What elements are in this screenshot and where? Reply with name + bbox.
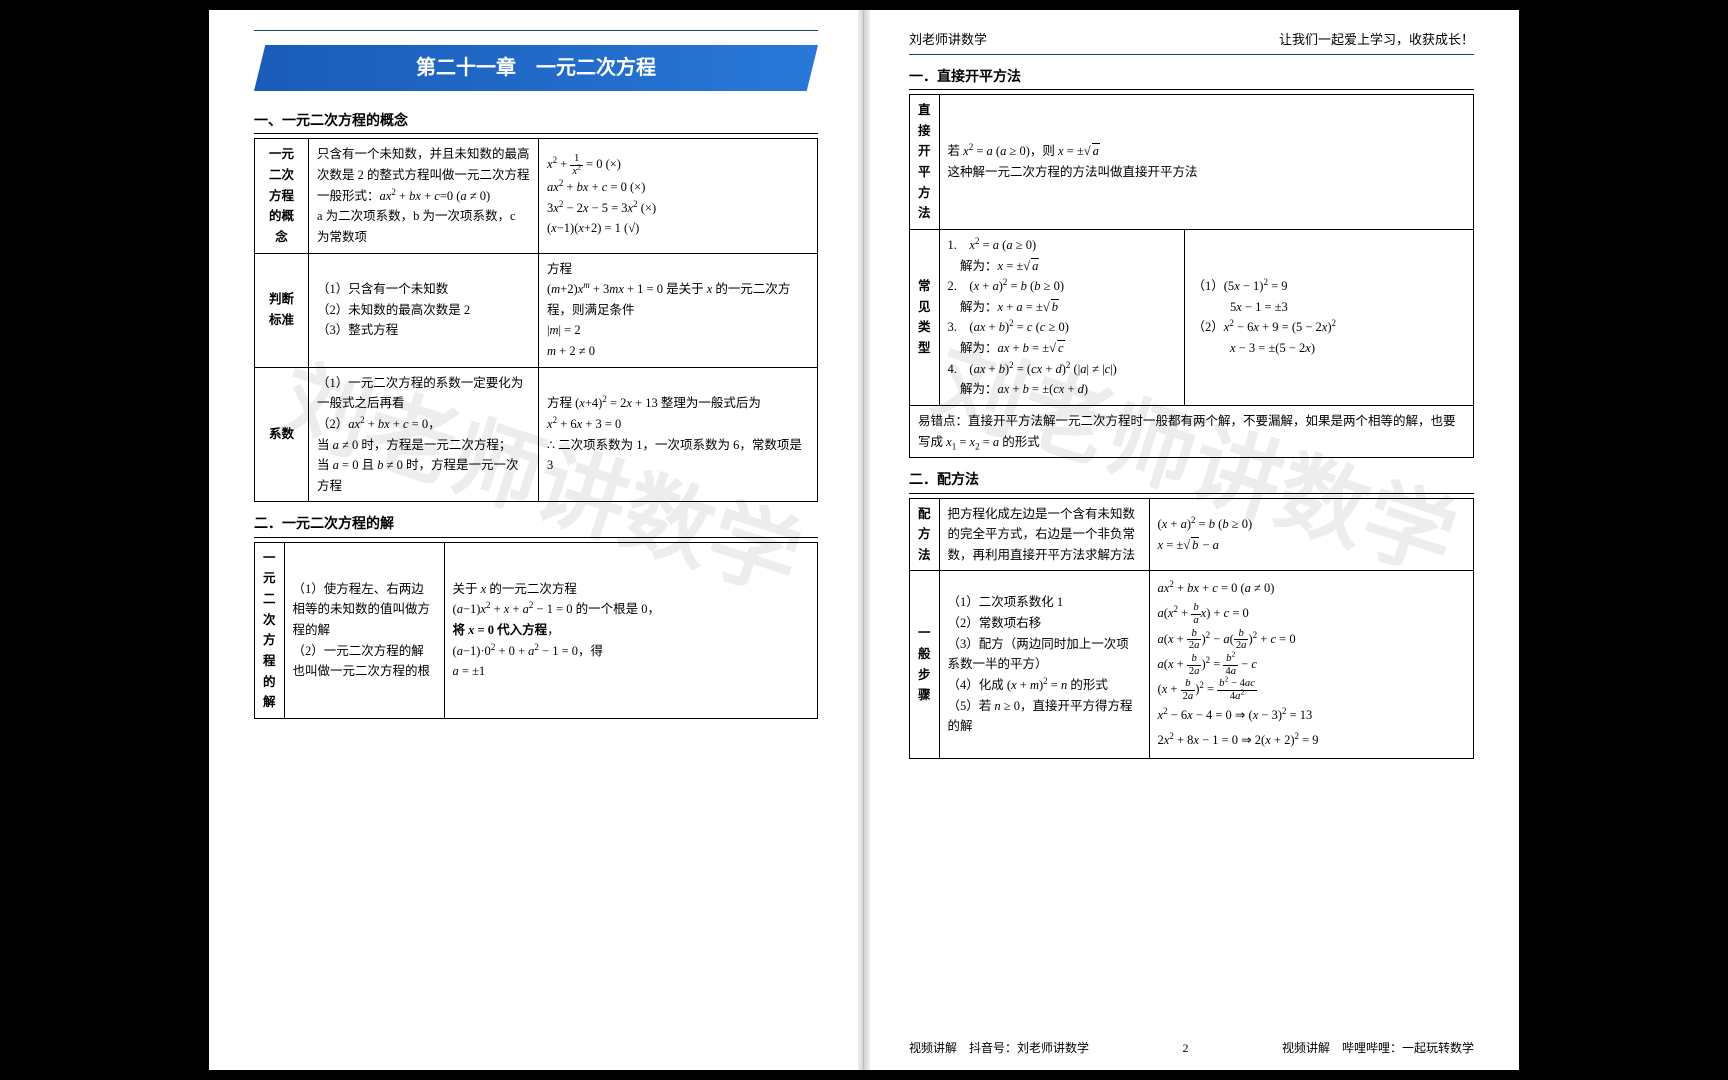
cell: 1. x2 = a (a ≥ 0) 解为：x = ±√a 2. (x + a)2… xyxy=(939,229,1184,405)
row-label: 常见类型 xyxy=(910,229,940,405)
cell: 若 x2 = a (a ≥ 0)，则 x = ±√a 这种解一元二次方程的方法叫… xyxy=(939,95,1473,230)
text: a 为二次项系数，b 为一次项系数，c 为常数项 xyxy=(317,209,516,244)
row-label: 一般步骤 xyxy=(910,571,940,758)
section-1-title: 一．直接开平方法 xyxy=(909,65,1474,90)
table-concept: 一元二次方程的概念 只含有一个未知数，并且未知数的最高次数是 2 的整式方程叫做… xyxy=(254,138,818,502)
cell: （1）只含有一个未知数 （2）未知数的最高次数是 2 （3）整式方程 xyxy=(309,253,539,367)
row-label: 一元二次方程的解 xyxy=(255,542,285,718)
header-rule xyxy=(254,30,818,31)
footer-left: 视频讲解 抖音号：刘老师讲数学 xyxy=(909,1039,1089,1058)
text: （1）二次项系数化 1 xyxy=(948,595,1064,609)
text: （3）整式方程 xyxy=(317,323,398,337)
note-cell: 易错点：直接开平方法解一元二次方程时一般都有两个解，不要漏解，如果是两个相等的解… xyxy=(910,405,1474,457)
cell: (x + a)2 = b (b ≥ 0) x = ±√b − a xyxy=(1149,498,1473,571)
header-right: 让我们一起爱上学习，收获成长！ xyxy=(1279,30,1474,51)
row-label: 判断标准 xyxy=(255,253,309,367)
text: （1）只含有一个未知数 xyxy=(317,282,448,296)
table-direct-sqrt: 直接开平方法 若 x2 = a (a ≥ 0)，则 x = ±√a 这种解一元二… xyxy=(909,94,1474,458)
book-spread: 刘老师讲数学 第二十一章 一元二次方程 一、一元二次方程的概念 一元二次方程的概… xyxy=(209,10,1519,1070)
cell: （1）(5x − 1)2 = 9 5x − 1 = ±3 （2）x2 − 6x … xyxy=(1184,229,1473,405)
cell: 把方程化成左边是一个含有未知数的完全平方式，右边是一个非负常数，再利用直接开平方… xyxy=(939,498,1149,571)
cell: 方程 (x+4)2 = 2x + 13 整理为一般式后为 x2 + 6x + 3… xyxy=(539,367,818,502)
text: （3）配方（两边同时加上一次项系数一半的平方） xyxy=(948,637,1129,672)
cell: （1）使方程左、右两边相等的未知数的值叫做方程的解 （2）一元二次方程的解也叫做… xyxy=(284,542,444,718)
text: （2）常数项右移 xyxy=(948,616,1042,630)
cell: ax2 + bx + c = 0 (a ≠ 0) a(x2 + bax) + c… xyxy=(1149,571,1473,758)
table-solution: 一元二次方程的解 （1）使方程左、右两边相等的未知数的值叫做方程的解 （2）一元… xyxy=(254,542,818,719)
row-label: 配方法 xyxy=(910,498,940,571)
page-number: 2 xyxy=(1183,1039,1189,1058)
section-2-title: 二．一元二次方程的解 xyxy=(254,512,818,537)
page-footer: 视频讲解 抖音号：刘老师讲数学 2 视频讲解 哔哩哔哩：一起玩转数学 xyxy=(909,1039,1474,1058)
cell: （1）二次项系数化 1 （2）常数项右移 （3）配方（两边同时加上一次项系数一半… xyxy=(939,571,1149,758)
text: （1）一元二次方程的系数一定要化为一般式之后再看 xyxy=(317,376,523,411)
section-1-title: 一、一元二次方程的概念 xyxy=(254,109,818,134)
text: 方程 xyxy=(547,262,572,276)
cell: 方程 (m+2)xm + 3mx + 1 = 0 是关于 x 的一元二次方程，则… xyxy=(539,253,818,367)
header-left: 刘老师讲数学 xyxy=(909,30,987,51)
text: 只含有一个未知数，并且未知数的最高次数是 2 的整式方程叫做一元二次方程 xyxy=(317,147,530,182)
text: （2）一元二次方程的解也叫做一元二次方程的根 xyxy=(293,644,431,679)
table-complete-square: 配方法 把方程化成左边是一个含有未知数的完全平方式，右边是一个非负常数，再利用直… xyxy=(909,498,1474,759)
right-page: 刘老师讲数学 刘老师讲数学 让我们一起爱上学习，收获成长！ 一．直接开平方法 直… xyxy=(864,10,1519,1070)
text: 一般形式： xyxy=(317,189,380,203)
page-header: 刘老师讲数学 让我们一起爱上学习，收获成长！ xyxy=(909,30,1474,55)
text: （1）使方程左、右两边相等的未知数的值叫做方程的解 xyxy=(293,582,431,637)
cell: （1）一元二次方程的系数一定要化为一般式之后再看 （2）ax2 + bx + c… xyxy=(309,367,539,502)
chapter-title: 第二十一章 一元二次方程 xyxy=(254,45,818,91)
cell: 只含有一个未知数，并且未知数的最高次数是 2 的整式方程叫做一元二次方程 一般形… xyxy=(309,139,539,253)
row-label: 一元二次方程的概念 xyxy=(255,139,309,253)
row-label: 系数 xyxy=(255,367,309,502)
row-label: 直接开平方法 xyxy=(910,95,940,230)
left-page: 刘老师讲数学 第二十一章 一元二次方程 一、一元二次方程的概念 一元二次方程的概… xyxy=(209,10,864,1070)
text: （2）未知数的最高次数是 2 xyxy=(317,303,470,317)
footer-right: 视频讲解 哔哩哔哩：一起玩转数学 xyxy=(1282,1039,1474,1058)
cell: x2 + 1x2 = 0 (×) ax2 + bx + c = 0 (×) 3x… xyxy=(539,139,818,253)
section-2-title: 二．配方法 xyxy=(909,468,1474,493)
cell: 关于 x 的一元二次方程 (a−1)x2 + x + a2 − 1 = 0 的一… xyxy=(444,542,817,718)
